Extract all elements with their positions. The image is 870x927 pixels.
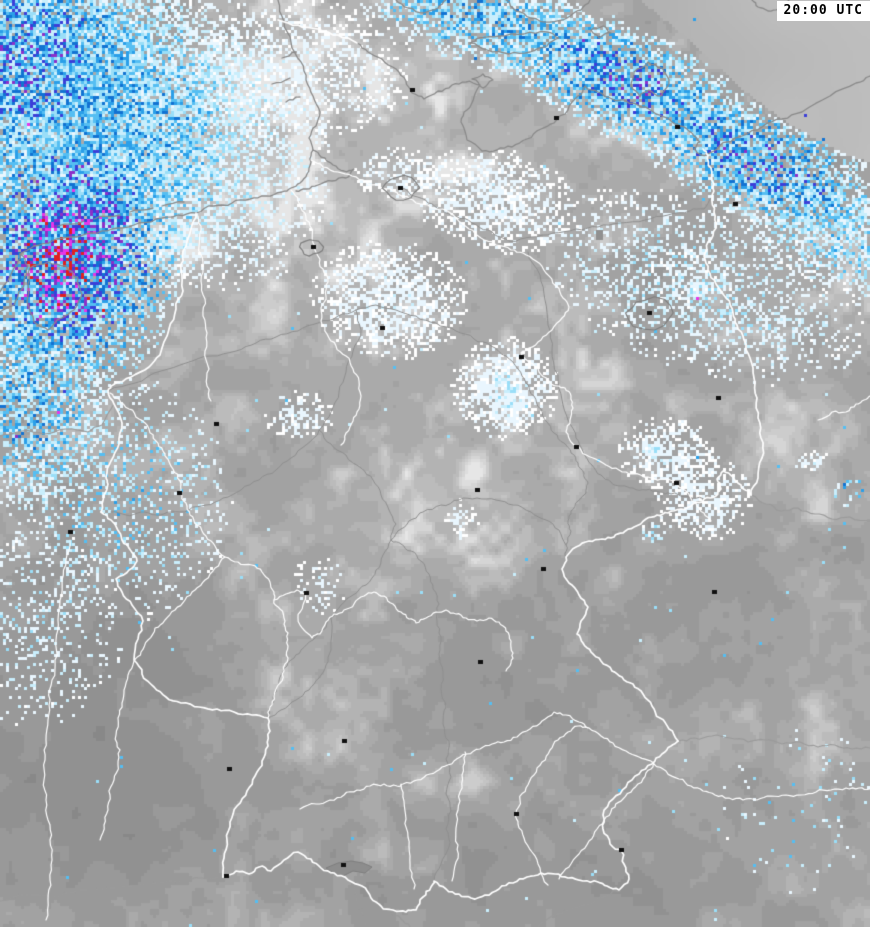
timestamp-label: 20:00 UTC	[776, 1, 870, 21]
